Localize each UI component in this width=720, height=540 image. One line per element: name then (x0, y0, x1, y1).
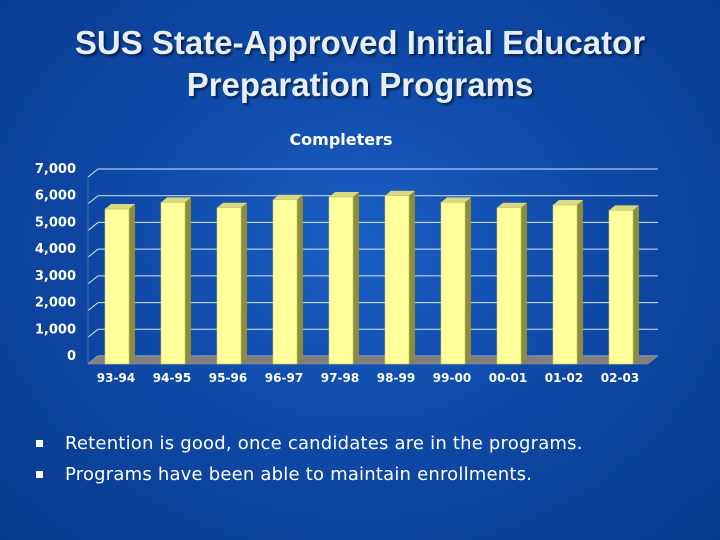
bar (552, 200, 583, 365)
bar (104, 204, 135, 365)
bar-top (105, 204, 135, 210)
gridline (87, 221, 658, 231)
y-tick-label: 4,000 (35, 242, 76, 257)
completers-bar-chart: Completers 0 1,000 2,000 3,000 4,000 5,000 6,0… (35, 130, 659, 385)
bullet-text: Retention is good, once candidates are i… (65, 433, 583, 454)
bar-side (409, 190, 415, 364)
bar-layer (104, 190, 639, 365)
x-tick-label: 98-99 (377, 371, 415, 385)
bar (608, 205, 639, 365)
bar (496, 202, 527, 365)
x-tick-label: 99-00 (433, 371, 471, 385)
x-tick-label: 93-94 (97, 371, 135, 385)
bar (328, 192, 359, 365)
bar (440, 197, 471, 365)
bar-front (496, 207, 522, 365)
bullet-text: Programs have been able to maintain enro… (65, 464, 533, 485)
label-layer: 0 1,000 2,000 3,000 4,000 5,000 6,000 7,000 93-9… (35, 162, 639, 385)
bullet-list: Retention is good, once candidates are i… (36, 428, 706, 490)
gridline (87, 302, 658, 311)
x-tick-label: 97-98 (321, 371, 359, 385)
gridline (87, 248, 658, 258)
y-tick-label: 5,000 (35, 215, 76, 230)
gridline (87, 275, 658, 285)
bar-front (608, 210, 634, 365)
y-tick-label: 2,000 (35, 296, 76, 311)
x-tick-label: 95-96 (209, 371, 247, 385)
bar (272, 194, 303, 365)
x-tick-label: 00-01 (489, 371, 527, 385)
bar (384, 190, 415, 365)
y-tick-label: 6,000 (35, 189, 76, 204)
bar-top (497, 202, 527, 208)
square-bullet-icon (36, 471, 43, 478)
bar-side (297, 194, 303, 364)
gridline (87, 195, 658, 205)
slide-title-line-1: SUS State-Approved Initial Educator (74, 24, 646, 61)
bar-top (441, 197, 471, 203)
bar-side (465, 197, 471, 364)
bar-top (385, 190, 415, 196)
bar-top (609, 205, 639, 211)
bar-side (521, 202, 527, 364)
bar-side (241, 202, 247, 364)
bar-front (552, 204, 578, 365)
y-tick-label: 0 (67, 349, 76, 364)
bar-side (185, 197, 191, 364)
bar-front (104, 208, 130, 365)
square-bullet-icon (36, 440, 43, 447)
x-tick-label: 94-95 (153, 371, 191, 385)
slide-title: SUS State-Approved Initial Educator Prep… (0, 22, 720, 106)
bar-side (129, 204, 135, 364)
bar-front (440, 202, 466, 365)
y-tick-label: 7,000 (35, 162, 76, 177)
x-tick-label: 01-02 (545, 371, 583, 385)
y-tick-label: 3,000 (35, 269, 76, 284)
slide-title-line-2: Preparation Programs (186, 66, 534, 103)
chart-title: Completers (289, 130, 392, 149)
bar-front (160, 202, 186, 365)
gridline (87, 328, 658, 338)
bar-top (329, 192, 359, 198)
x-tick-label: 96-97 (265, 371, 303, 385)
bar-front (272, 199, 298, 365)
bar-side (633, 205, 639, 364)
bullet-item: Programs have been able to maintain enro… (36, 459, 706, 490)
bullet-item: Retention is good, once candidates are i… (36, 428, 706, 459)
bar-top (217, 202, 247, 208)
bar-top (161, 197, 191, 203)
bar-front (216, 207, 242, 365)
bar-front (384, 195, 410, 365)
bar-top (553, 200, 583, 206)
bar-side (577, 200, 583, 364)
bar (216, 202, 247, 365)
bar-side (353, 192, 359, 364)
bar-front (328, 196, 354, 365)
y-tick-label: 1,000 (35, 322, 76, 337)
x-tick-label: 02-03 (601, 371, 639, 385)
gridline (87, 168, 658, 178)
bar (160, 197, 191, 365)
grid-layer (87, 168, 658, 365)
bar-top (273, 194, 303, 200)
